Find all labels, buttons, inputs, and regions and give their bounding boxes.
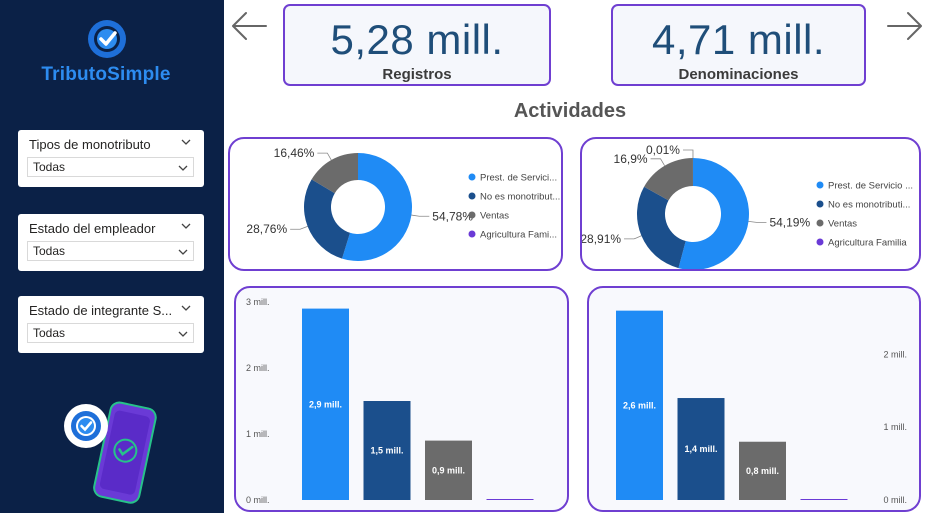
donut-slice	[637, 186, 686, 269]
bar	[425, 440, 472, 500]
phone-illustration-icon	[64, 401, 157, 504]
donut-card-denominaciones: 54,19% 28,91% 16,9% 0,01% Prest. de Servicio…	[580, 137, 921, 271]
bar-card-denominaciones: 0 mill. 1 mill. 2 mill. 2,6 mill. 1,4 mill. 0…	[587, 286, 921, 512]
bar-data-label: 1,4 mill.	[684, 444, 717, 454]
filter-dropdown[interactable]: Todas	[27, 323, 194, 343]
filter-value: Todas	[33, 160, 66, 174]
donut-leader-line	[411, 214, 430, 217]
chevron-down-icon	[178, 249, 188, 255]
donut-leader-line	[682, 149, 694, 159]
brand-name-part2: Simple	[107, 64, 171, 85]
arrow-left-icon[interactable]	[230, 6, 270, 46]
tributo-logo-icon	[88, 20, 126, 58]
filter-value: Todas	[33, 326, 66, 340]
donut-slice	[644, 158, 693, 201]
donut-value-label: 54,19%	[769, 215, 810, 229]
filter-title: Estado del empleador	[29, 221, 156, 236]
brand-name-part1: Tributo	[41, 64, 108, 85]
donut-value-label: 28,91%	[582, 232, 621, 246]
kpi-card-denominaciones: 4,71 mill. Denominaciones	[611, 4, 866, 86]
bar-data-label: 0,9 mill.	[432, 465, 465, 475]
bar-chart-registros: 0 mill. 1 mill. 2 mill. 3 mill. 2,9 mill. 1,5…	[246, 297, 534, 505]
bar	[677, 398, 725, 500]
filter-title: Estado de integrante S...	[29, 303, 173, 318]
donut-leader-line	[624, 235, 642, 240]
filter-value: Todas	[33, 244, 66, 258]
brand-name: TributoSimple	[0, 64, 212, 86]
chevron-down-icon[interactable]	[180, 220, 192, 232]
bar-data-label: 2,6 mill.	[623, 400, 656, 410]
donut-slice	[342, 153, 412, 261]
legend-label: Agricultura Familia	[828, 238, 907, 249]
bar	[800, 499, 848, 500]
bar	[616, 310, 663, 500]
y-tick-label: 2 mill.	[883, 349, 907, 359]
donut-value-label: 16,9%	[614, 152, 648, 166]
bar	[363, 401, 411, 500]
kpi-label: Registros	[382, 66, 452, 83]
y-tick-label: 0 mill.	[246, 495, 270, 505]
kpi-value: 5,28 mill.	[330, 16, 504, 63]
chevron-down-icon[interactable]	[180, 302, 192, 314]
kpi-label: Denominaciones	[678, 66, 799, 83]
legend-label: No es monotribut...	[480, 192, 560, 203]
sidebar: TributoSimple Tipos de monotributo Todas…	[0, 0, 224, 513]
donut-chart-denominaciones: 54,19% 28,91% 16,9%0,01% Prest. de Servicio…	[582, 143, 913, 269]
y-tick-label: 2 mill.	[246, 363, 270, 373]
donut-leader-line	[317, 152, 332, 161]
donut-slice	[304, 179, 351, 259]
donut-value-label: 0,01%	[646, 143, 680, 157]
legend-marker	[468, 192, 476, 200]
donut-value-label: 28,76%	[246, 222, 287, 236]
legend-marker	[468, 230, 476, 238]
donut-leader-line	[290, 225, 308, 230]
filter-estado-integrante[interactable]: Estado de integrante S... Todas	[18, 296, 204, 353]
legend-label: Prest. de Servicio ...	[828, 181, 913, 192]
kpi-value: 4,71 mill.	[651, 16, 826, 63]
y-tick-label: 0 mill.	[883, 495, 907, 505]
section-title: Actividades	[513, 100, 627, 122]
legend-label: Ventas	[480, 211, 509, 222]
legend-marker	[816, 238, 824, 246]
legend-marker	[816, 219, 824, 227]
donut-leader-line	[748, 220, 767, 223]
legend-marker	[816, 200, 824, 208]
bar-card-registros: 0 mill. 1 mill. 2 mill. 3 mill. 2,9 mill. 1,5…	[234, 286, 569, 512]
bar	[302, 308, 349, 500]
kpi-card-registros: 5,28 mill. Registros	[283, 4, 551, 86]
bar-chart-denominaciones: 0 mill. 1 mill. 2 mill. 2,6 mill. 1,4 mill. 0…	[616, 310, 907, 505]
bar-data-label: 0,8 mill.	[746, 466, 779, 476]
legend-marker	[816, 181, 824, 189]
donut-slice	[678, 158, 749, 269]
bar	[739, 441, 786, 500]
filter-tipos-monotributo[interactable]: Tipos de monotributo Todas	[18, 130, 204, 187]
y-tick-label: 1 mill.	[246, 429, 270, 439]
donut-card-registros: 54,78% 28,76% 16,46% Prest. de Servici... No…	[228, 137, 563, 271]
donut-value-label: 16,46%	[274, 146, 315, 160]
legend-label: Prest. de Servici...	[480, 173, 557, 184]
filter-estado-empleador[interactable]: Estado del empleador Todas	[18, 214, 204, 271]
legend-label: Ventas	[828, 219, 857, 230]
arrow-right-icon[interactable]	[884, 6, 924, 46]
legend-marker	[468, 211, 476, 219]
filter-dropdown[interactable]: Todas	[27, 241, 194, 261]
donut-chart-registros: 54,78% 28,76% 16,46% Prest. de Servici... No…	[246, 146, 560, 261]
filter-dropdown[interactable]: Todas	[27, 157, 194, 177]
chevron-down-icon[interactable]	[180, 136, 192, 148]
chevron-down-icon	[178, 331, 188, 337]
y-tick-label: 1 mill.	[883, 422, 907, 432]
legend-marker	[468, 173, 476, 181]
legend-label: No es monotributi...	[828, 200, 910, 211]
bar-data-label: 2,9 mill.	[309, 399, 342, 409]
donut-leader-line	[650, 158, 665, 166]
donut-slice	[311, 153, 358, 194]
bar-data-label: 1,5 mill.	[370, 446, 403, 456]
filter-title: Tipos de monotributo	[29, 137, 151, 152]
y-tick-label: 3 mill.	[246, 297, 270, 307]
legend-label: Agricultura Fami...	[480, 230, 557, 241]
donut-value-label: 54,78%	[432, 209, 473, 223]
bar	[486, 499, 534, 500]
chevron-down-icon	[178, 165, 188, 171]
